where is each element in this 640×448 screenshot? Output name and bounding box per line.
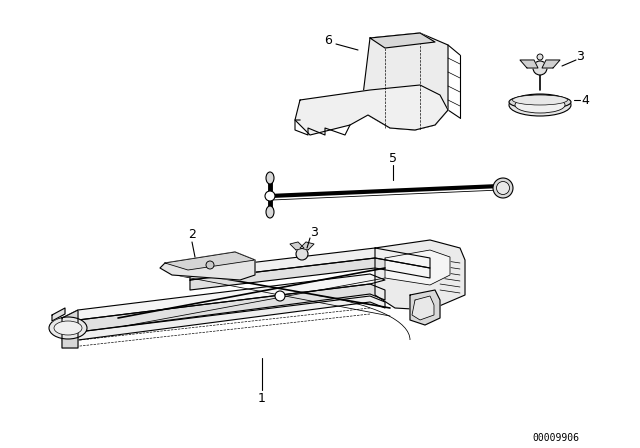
Text: 1: 1 xyxy=(258,392,266,405)
Circle shape xyxy=(533,61,547,75)
Polygon shape xyxy=(375,240,465,310)
Circle shape xyxy=(275,291,285,301)
Polygon shape xyxy=(385,250,450,285)
Polygon shape xyxy=(300,242,314,250)
Text: 4: 4 xyxy=(581,94,589,107)
Text: 3: 3 xyxy=(576,49,584,63)
Circle shape xyxy=(206,261,214,269)
Polygon shape xyxy=(520,60,538,68)
Polygon shape xyxy=(190,258,430,290)
Polygon shape xyxy=(190,248,430,280)
Text: 5: 5 xyxy=(389,151,397,164)
Polygon shape xyxy=(290,242,304,250)
Polygon shape xyxy=(62,310,78,348)
Polygon shape xyxy=(165,252,255,270)
Polygon shape xyxy=(62,296,385,340)
Text: 2: 2 xyxy=(188,228,196,241)
Polygon shape xyxy=(370,33,435,48)
Ellipse shape xyxy=(515,97,565,113)
Circle shape xyxy=(265,191,275,201)
Ellipse shape xyxy=(266,206,274,218)
Polygon shape xyxy=(62,274,385,320)
Polygon shape xyxy=(542,60,560,68)
Ellipse shape xyxy=(266,172,274,184)
Polygon shape xyxy=(410,290,440,325)
Ellipse shape xyxy=(493,178,513,198)
Text: 3: 3 xyxy=(310,225,318,238)
Polygon shape xyxy=(62,284,385,332)
Polygon shape xyxy=(363,33,448,130)
Ellipse shape xyxy=(509,95,571,109)
Ellipse shape xyxy=(509,94,571,116)
Polygon shape xyxy=(295,85,448,135)
Text: 6: 6 xyxy=(324,34,332,47)
Ellipse shape xyxy=(54,321,82,335)
Ellipse shape xyxy=(513,95,568,105)
Polygon shape xyxy=(412,296,434,320)
Circle shape xyxy=(296,248,308,260)
Polygon shape xyxy=(160,252,255,280)
Ellipse shape xyxy=(49,317,87,339)
Text: 00009906: 00009906 xyxy=(532,433,579,443)
Circle shape xyxy=(537,54,543,60)
Polygon shape xyxy=(52,308,65,321)
Ellipse shape xyxy=(497,181,509,194)
